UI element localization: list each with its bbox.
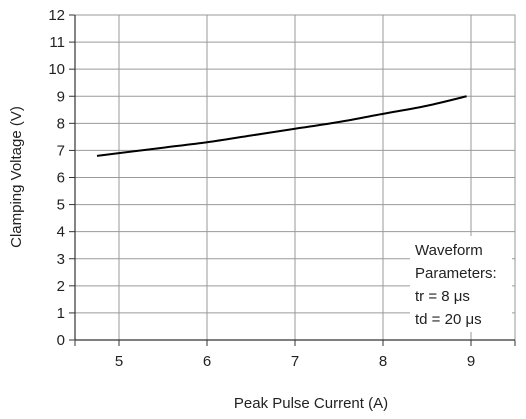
y-tick-label: 1 <box>57 305 65 322</box>
y-axis-title: Clamping Voltage (V) <box>8 106 25 248</box>
y-tick-label: 10 <box>48 61 65 78</box>
y-tick-label: 9 <box>57 88 65 105</box>
annotation-line: Waveform <box>415 242 483 259</box>
x-tick-label: 6 <box>203 353 211 370</box>
y-tick-label: 3 <box>57 251 65 268</box>
x-tick-label: 8 <box>379 353 387 370</box>
annotation-line: tr = 8 μs <box>415 288 470 305</box>
y-tick-label: 7 <box>57 142 65 159</box>
y-tick-label: 2 <box>57 278 65 295</box>
y-tick-label: 8 <box>57 115 65 132</box>
y-tick-label: 5 <box>57 197 65 214</box>
x-tick-label: 9 <box>467 353 475 370</box>
x-tick-label: 5 <box>115 353 123 370</box>
y-tick-label: 6 <box>57 170 65 187</box>
x-axis-title: Peak Pulse Current (A) <box>234 395 388 412</box>
annotation-line: Parameters: <box>415 265 497 282</box>
annotation-line: td = 20 μs <box>415 311 482 328</box>
waveform-annotation: Waveform Parameters: tr = 8 μs td = 20 μs <box>410 236 512 332</box>
clamping-voltage-curve <box>96 95 467 157</box>
y-tick-label: 12 <box>48 7 65 24</box>
axes <box>69 14 516 346</box>
series-layer <box>96 95 467 157</box>
y-tick-label: 4 <box>57 224 65 241</box>
y-tick-label: 11 <box>49 34 65 51</box>
y-tick-label: 0 <box>57 332 65 349</box>
x-tick-label: 7 <box>291 353 299 370</box>
annotation-background <box>410 236 512 332</box>
grid-lines <box>75 14 515 340</box>
